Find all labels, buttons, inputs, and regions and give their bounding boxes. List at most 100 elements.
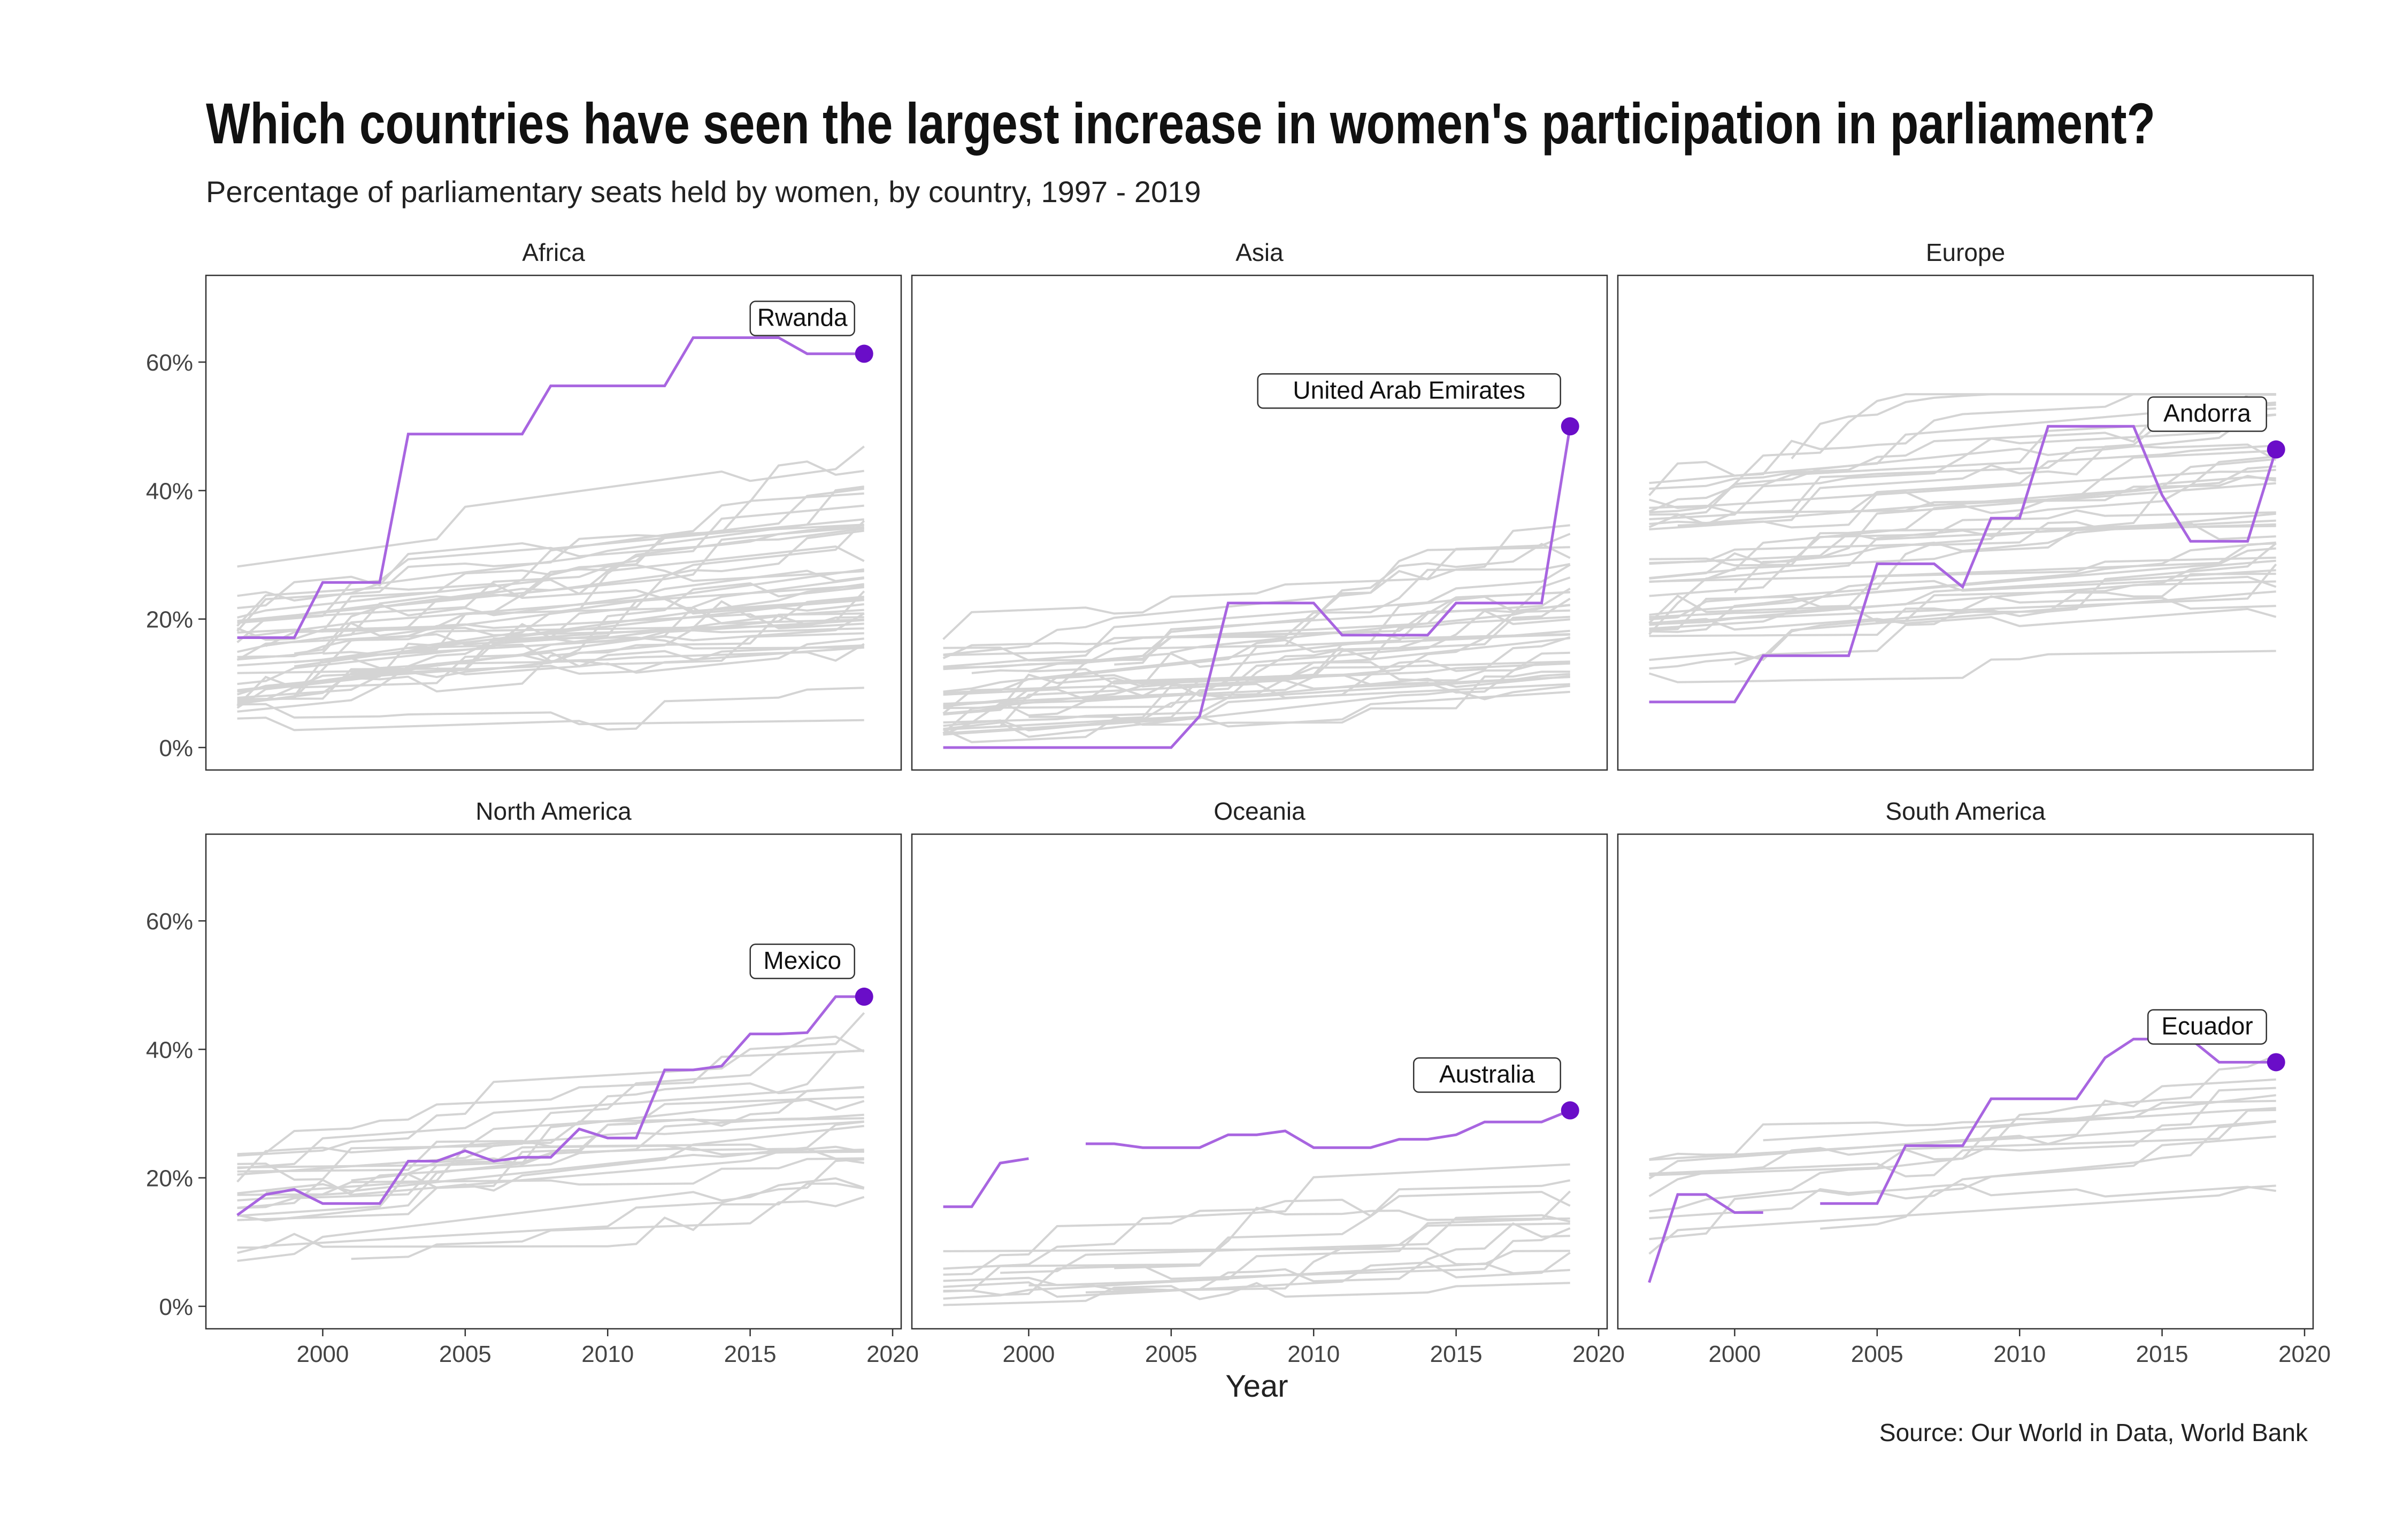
background-line bbox=[1649, 455, 2276, 579]
label-box bbox=[749, 943, 855, 980]
background-line bbox=[351, 1196, 865, 1260]
background-line bbox=[943, 1179, 1571, 1276]
background-line bbox=[1649, 443, 2277, 514]
background-line bbox=[943, 662, 1570, 705]
background-line bbox=[236, 564, 864, 643]
background-line bbox=[943, 564, 1571, 668]
highlight-label: Australia bbox=[1412, 1057, 1561, 1093]
label-box bbox=[1412, 1057, 1561, 1093]
background-line bbox=[1648, 542, 2276, 624]
background-line bbox=[1649, 559, 2276, 626]
background-line bbox=[943, 1282, 1570, 1306]
background-line bbox=[943, 609, 1570, 657]
background-line bbox=[237, 600, 864, 669]
x-tick-label: 2010 bbox=[1287, 1341, 1340, 1367]
background-line bbox=[1649, 1099, 2276, 1161]
highlight-line bbox=[1820, 1037, 2276, 1205]
background-line bbox=[236, 632, 864, 707]
background-line bbox=[943, 591, 1570, 694]
background-line bbox=[1820, 1135, 2276, 1230]
background-series bbox=[1648, 393, 2277, 683]
background-line bbox=[236, 582, 864, 627]
background-line bbox=[1649, 1108, 2276, 1176]
country-label: United Arab Emirates bbox=[1293, 376, 1525, 404]
y-axis: 0% 20% 40% 60% bbox=[146, 908, 206, 1320]
background-line bbox=[265, 627, 864, 647]
background-line bbox=[237, 1177, 865, 1262]
country-label: Ecuador bbox=[2161, 1012, 2253, 1040]
background-line bbox=[237, 687, 864, 732]
x-axis: 2000 2005 2010 2015 2020 bbox=[296, 1329, 919, 1367]
panel-south-america: South America Ecuador 2000 2005 2010 2015 2020 bbox=[1617, 797, 2331, 1367]
facet-panels: Africa Rwanda 0% 20% 40% 60% Asia United Arab E… bbox=[146, 238, 2331, 1367]
panel-border bbox=[205, 274, 902, 771]
background-line bbox=[1648, 1054, 2277, 1197]
background-line bbox=[1649, 563, 2277, 626]
y-tick-label: 20% bbox=[146, 607, 193, 633]
x-tick-label: 2000 bbox=[1002, 1341, 1055, 1367]
x-tick-label: 2015 bbox=[724, 1341, 777, 1367]
background-line bbox=[237, 598, 864, 699]
x-tick-label: 2010 bbox=[1993, 1341, 2046, 1367]
label-box bbox=[2147, 396, 2267, 432]
panel-asia: Asia United Arab Emirates bbox=[911, 238, 1608, 771]
background-line bbox=[1763, 1107, 2276, 1142]
x-tick-label: 2015 bbox=[1430, 1341, 1483, 1367]
country-label: Mexico bbox=[763, 946, 841, 974]
background-line bbox=[1649, 465, 2276, 621]
background-line bbox=[942, 660, 1570, 714]
y-tick-label: 20% bbox=[146, 1166, 193, 1192]
background-line bbox=[1649, 590, 2276, 670]
background-series bbox=[236, 445, 865, 732]
background-line bbox=[1649, 1078, 2276, 1161]
background-series bbox=[943, 1163, 1571, 1306]
background-line bbox=[294, 583, 864, 668]
panel-africa: Africa Rwanda 0% 20% 40% 60% bbox=[146, 238, 902, 771]
background-line bbox=[1649, 468, 2276, 509]
background-line bbox=[1848, 444, 2276, 514]
label-box bbox=[1257, 373, 1561, 409]
highlight-line bbox=[1086, 1109, 1571, 1149]
country-label: Australia bbox=[1439, 1060, 1535, 1088]
background-line bbox=[1677, 450, 2276, 529]
background-line bbox=[237, 1050, 864, 1156]
highlight-endpoint bbox=[855, 987, 873, 1006]
background-line bbox=[237, 1120, 864, 1195]
country-label: Andorra bbox=[2163, 399, 2251, 427]
background-line bbox=[237, 597, 864, 661]
x-tick-label: 2020 bbox=[866, 1341, 919, 1367]
panel-title: Oceania bbox=[1214, 797, 1305, 825]
x-tick-label: 2010 bbox=[581, 1341, 634, 1367]
background-line bbox=[943, 1163, 1570, 1270]
panel-title: North America bbox=[475, 797, 632, 825]
panel-border bbox=[911, 274, 1608, 771]
x-tick-label: 2000 bbox=[1708, 1341, 1761, 1367]
highlight-line bbox=[237, 336, 864, 639]
background-line bbox=[943, 637, 1570, 708]
background-line bbox=[943, 595, 1570, 693]
background-line bbox=[237, 616, 864, 658]
background-line bbox=[943, 1247, 1570, 1266]
background-line bbox=[1649, 573, 2276, 637]
highlight-endpoint bbox=[1561, 417, 1579, 436]
background-line bbox=[943, 563, 1571, 661]
panel-title: Europe bbox=[1926, 238, 2005, 266]
background-line bbox=[943, 673, 1570, 717]
background-line bbox=[943, 597, 1571, 701]
background-line bbox=[1734, 595, 2276, 666]
background-line bbox=[1649, 1120, 2276, 1241]
panel-title: Africa bbox=[522, 238, 585, 266]
x-tick-label: 2005 bbox=[1851, 1341, 1903, 1367]
background-line bbox=[237, 545, 865, 619]
background-line bbox=[237, 637, 864, 713]
x-tick-label: 2005 bbox=[1145, 1341, 1197, 1367]
panel-border bbox=[1617, 833, 2314, 1330]
background-line bbox=[237, 1049, 864, 1169]
panel-oceania: Oceania Australia 2000 2005 2010 2015 2020 bbox=[911, 797, 1625, 1367]
highlight-label: Rwanda bbox=[749, 301, 855, 336]
background-series bbox=[1648, 1054, 2277, 1255]
background-line bbox=[943, 1251, 1571, 1298]
y-tick-label: 0% bbox=[159, 735, 193, 761]
